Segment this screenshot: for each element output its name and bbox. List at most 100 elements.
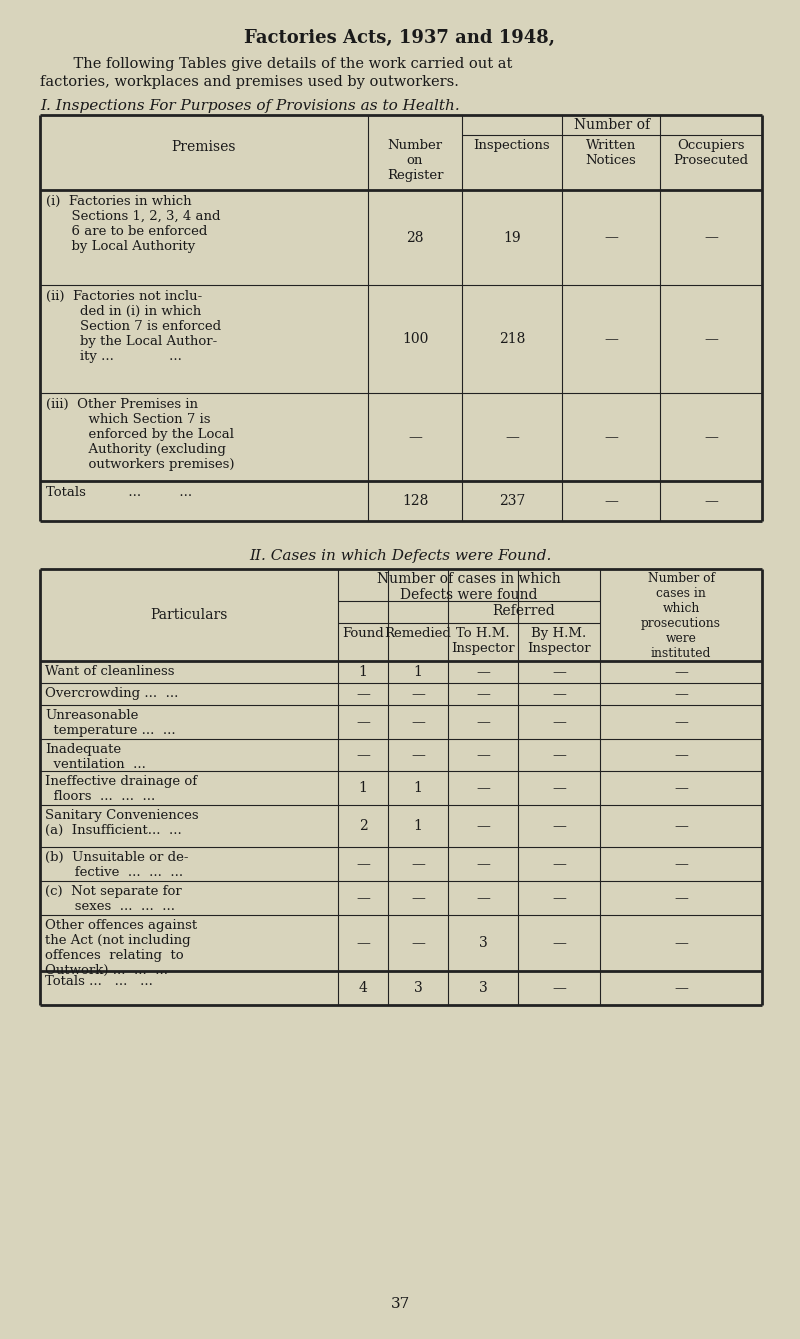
Text: —: — bbox=[552, 687, 566, 702]
Text: 37: 37 bbox=[390, 1297, 410, 1311]
Text: —: — bbox=[408, 430, 422, 445]
Text: —: — bbox=[674, 857, 688, 870]
Text: (ii)  Factories not inclu-
        ded in (i) in which
        Section 7 is enfo: (ii) Factories not inclu- ded in (i) in … bbox=[46, 291, 221, 363]
Text: —: — bbox=[604, 332, 618, 345]
Text: —: — bbox=[604, 230, 618, 245]
Text: Totals          ...         ...: Totals ... ... bbox=[46, 486, 192, 499]
Text: The following Tables give details of the work carried out at: The following Tables give details of the… bbox=[55, 58, 512, 71]
Text: —: — bbox=[476, 857, 490, 870]
Text: Remedied: Remedied bbox=[385, 627, 451, 640]
Text: —: — bbox=[704, 494, 718, 507]
Text: (c)  Not separate for
       sexes  ...  ...  ...: (c) Not separate for sexes ... ... ... bbox=[45, 885, 182, 913]
Text: —: — bbox=[552, 936, 566, 949]
Text: —: — bbox=[476, 781, 490, 795]
Text: 3: 3 bbox=[414, 981, 422, 995]
Text: Inadequate
  ventilation  ...: Inadequate ventilation ... bbox=[45, 743, 146, 771]
Text: By H.M.
Inspector: By H.M. Inspector bbox=[527, 627, 591, 655]
Text: Premises: Premises bbox=[172, 141, 236, 154]
Text: —: — bbox=[411, 715, 425, 728]
Text: Overcrowding ...  ...: Overcrowding ... ... bbox=[45, 687, 178, 700]
Text: —: — bbox=[674, 819, 688, 833]
Text: 1: 1 bbox=[414, 665, 422, 679]
Text: —: — bbox=[476, 687, 490, 702]
Text: —: — bbox=[674, 749, 688, 762]
Text: 3: 3 bbox=[478, 936, 487, 949]
Text: —: — bbox=[411, 687, 425, 702]
Text: Number of cases in which
Defects were found: Number of cases in which Defects were fo… bbox=[377, 572, 561, 603]
Text: 1: 1 bbox=[358, 781, 367, 795]
Text: —: — bbox=[552, 749, 566, 762]
Text: 19: 19 bbox=[503, 230, 521, 245]
Text: —: — bbox=[704, 332, 718, 345]
Text: Referred: Referred bbox=[493, 604, 555, 619]
Text: —: — bbox=[476, 749, 490, 762]
Text: —: — bbox=[704, 230, 718, 245]
Text: 128: 128 bbox=[402, 494, 428, 507]
Text: —: — bbox=[674, 936, 688, 949]
Text: —: — bbox=[552, 819, 566, 833]
Text: Found: Found bbox=[342, 627, 384, 640]
Text: —: — bbox=[411, 936, 425, 949]
Text: —: — bbox=[674, 715, 688, 728]
Text: —: — bbox=[356, 857, 370, 870]
Text: —: — bbox=[604, 494, 618, 507]
Text: —: — bbox=[356, 890, 370, 905]
Text: —: — bbox=[552, 890, 566, 905]
Text: —: — bbox=[356, 936, 370, 949]
Text: 4: 4 bbox=[358, 981, 367, 995]
Text: —: — bbox=[552, 665, 566, 679]
Text: 1: 1 bbox=[358, 665, 367, 679]
Text: —: — bbox=[411, 890, 425, 905]
Text: —: — bbox=[476, 715, 490, 728]
Text: 237: 237 bbox=[499, 494, 525, 507]
Text: (b)  Unsuitable or de-
       fective  ...  ...  ...: (b) Unsuitable or de- fective ... ... ..… bbox=[45, 852, 189, 878]
Text: —: — bbox=[356, 687, 370, 702]
Text: Number of
cases in
which
prosecutions
were
instituted: Number of cases in which prosecutions we… bbox=[641, 572, 721, 660]
Text: factories, workplaces and premises used by outworkers.: factories, workplaces and premises used … bbox=[40, 75, 459, 88]
Text: Totals ...   ...   ...: Totals ... ... ... bbox=[45, 975, 153, 988]
Text: Factories Acts, 1937 and 1948,: Factories Acts, 1937 and 1948, bbox=[245, 29, 555, 47]
Text: —: — bbox=[704, 430, 718, 445]
Text: 1: 1 bbox=[414, 781, 422, 795]
Text: —: — bbox=[552, 981, 566, 995]
Text: Particulars: Particulars bbox=[150, 608, 228, 623]
Text: Sanitary Conveniences
(a)  Insufficient...  ...: Sanitary Conveniences (a) Insufficient..… bbox=[45, 809, 198, 837]
Text: 1: 1 bbox=[414, 819, 422, 833]
Text: —: — bbox=[552, 715, 566, 728]
Text: —: — bbox=[674, 781, 688, 795]
Text: Want of cleanliness: Want of cleanliness bbox=[45, 665, 174, 678]
Text: 218: 218 bbox=[499, 332, 525, 345]
Text: —: — bbox=[476, 665, 490, 679]
Text: II. Cases in which Defects were Found.: II. Cases in which Defects were Found. bbox=[249, 549, 551, 562]
Text: —: — bbox=[476, 890, 490, 905]
Text: Number of: Number of bbox=[574, 118, 650, 133]
Text: —: — bbox=[476, 819, 490, 833]
Text: —: — bbox=[674, 890, 688, 905]
Text: —: — bbox=[411, 857, 425, 870]
Text: Written
Notices: Written Notices bbox=[586, 139, 636, 167]
Text: —: — bbox=[411, 749, 425, 762]
Text: —: — bbox=[356, 715, 370, 728]
Text: Occupiers
Prosecuted: Occupiers Prosecuted bbox=[674, 139, 749, 167]
Text: —: — bbox=[552, 781, 566, 795]
Text: —: — bbox=[674, 687, 688, 702]
Text: —: — bbox=[604, 430, 618, 445]
Text: Other offences against
the Act (not including
offences  relating  to
Outwork) ..: Other offences against the Act (not incl… bbox=[45, 919, 197, 977]
Text: —: — bbox=[356, 749, 370, 762]
Text: To H.M.
Inspector: To H.M. Inspector bbox=[451, 627, 515, 655]
Text: 28: 28 bbox=[406, 230, 424, 245]
Text: —: — bbox=[552, 857, 566, 870]
Text: Number
on
Register: Number on Register bbox=[386, 139, 443, 182]
Text: —: — bbox=[674, 981, 688, 995]
Text: (iii)  Other Premises in
          which Section 7 is
          enforced by the : (iii) Other Premises in which Section 7 … bbox=[46, 398, 234, 471]
Text: —: — bbox=[674, 665, 688, 679]
Text: 2: 2 bbox=[358, 819, 367, 833]
Text: Inspections: Inspections bbox=[474, 139, 550, 153]
Text: I. Inspections For Purposes of Provisions as to Health.: I. Inspections For Purposes of Provision… bbox=[40, 99, 460, 112]
Text: 100: 100 bbox=[402, 332, 428, 345]
Text: Ineffective drainage of
  floors  ...  ...  ...: Ineffective drainage of floors ... ... .… bbox=[45, 775, 197, 803]
Text: Unreasonable
  temperature ...  ...: Unreasonable temperature ... ... bbox=[45, 708, 176, 736]
Text: (i)  Factories in which
      Sections 1, 2, 3, 4 and
      6 are to be enforced: (i) Factories in which Sections 1, 2, 3,… bbox=[46, 195, 221, 253]
Text: —: — bbox=[505, 430, 519, 445]
Text: 3: 3 bbox=[478, 981, 487, 995]
